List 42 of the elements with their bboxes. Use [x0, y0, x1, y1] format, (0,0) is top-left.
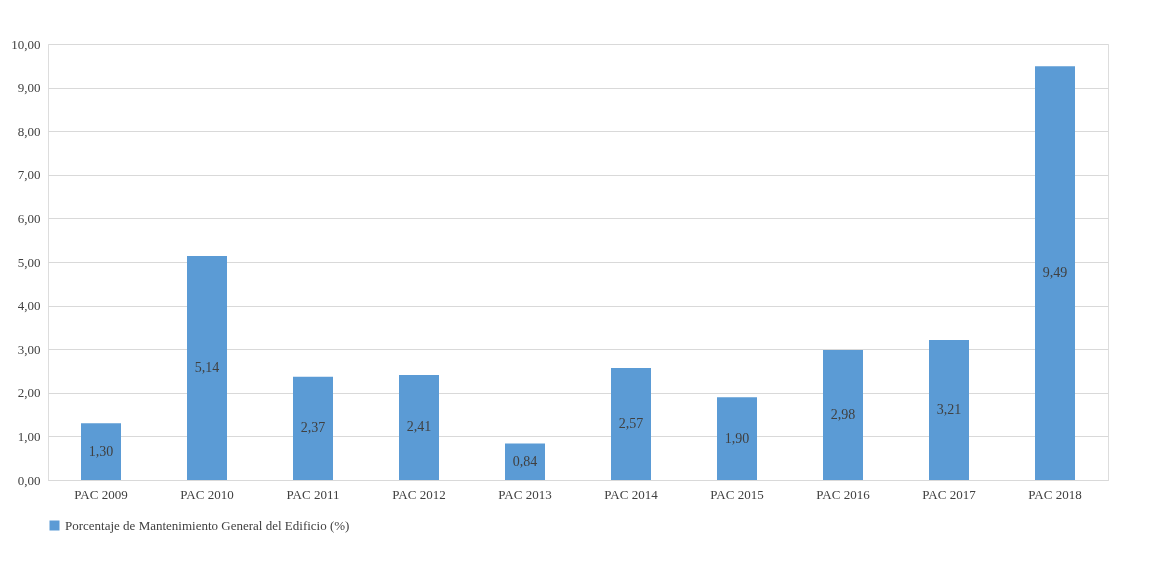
data-label: 0,84	[512, 453, 538, 469]
y-tick-label: 2,00	[17, 385, 41, 401]
bar	[823, 350, 863, 480]
bar	[929, 340, 969, 480]
data-label: 2,57	[618, 415, 644, 431]
data-label: 5,14	[194, 359, 220, 375]
data-label: 3,21	[936, 402, 962, 418]
y-tick-label: 8,00	[17, 123, 41, 139]
data-label: 2,37	[300, 420, 326, 436]
y-tick-label: 4,00	[17, 298, 41, 314]
x-tick-label: PAC 2017	[922, 486, 977, 502]
data-label: 1,90	[724, 430, 750, 446]
y-tick-label: 5,00	[17, 254, 41, 270]
bar	[293, 376, 333, 480]
x-tick-label: PAC 2009	[74, 486, 128, 502]
x-tick-label: PAC 2016	[816, 486, 871, 502]
y-tick-label: 3,00	[17, 341, 41, 357]
y-tick-label: 1,00	[17, 428, 41, 444]
x-tick-label: PAC 2011	[286, 486, 340, 502]
x-tick-label: PAC 2012	[392, 486, 446, 502]
bar	[1035, 66, 1075, 480]
bar	[717, 397, 757, 480]
bar	[187, 255, 227, 480]
y-tick-label: 9,00	[17, 80, 41, 96]
data-label: 2,98	[830, 407, 856, 423]
y-tick-label: 0,00	[17, 472, 41, 488]
data-label: 1,30	[88, 443, 114, 459]
y-tick-label: 6,00	[17, 210, 41, 226]
bar	[505, 443, 545, 480]
y-tick-label: 7,00	[17, 167, 41, 183]
bar	[399, 374, 439, 480]
data-label: 2,41	[406, 419, 432, 435]
bar	[611, 367, 651, 480]
x-tick-label: PAC 2015	[710, 486, 764, 502]
x-tick-label: PAC 2013	[498, 486, 552, 502]
y-tick-label: 10,00	[11, 36, 41, 52]
x-tick-label: PAC 2014	[604, 486, 659, 502]
x-tick-label: PAC 2010	[180, 486, 234, 502]
x-tick-label: PAC 2018	[1028, 486, 1082, 502]
legend-label: Porcentaje de Mantenimiento General del Edificio (%)	[65, 517, 350, 533]
bar	[81, 423, 121, 480]
data-label: 9,49	[1042, 265, 1068, 281]
